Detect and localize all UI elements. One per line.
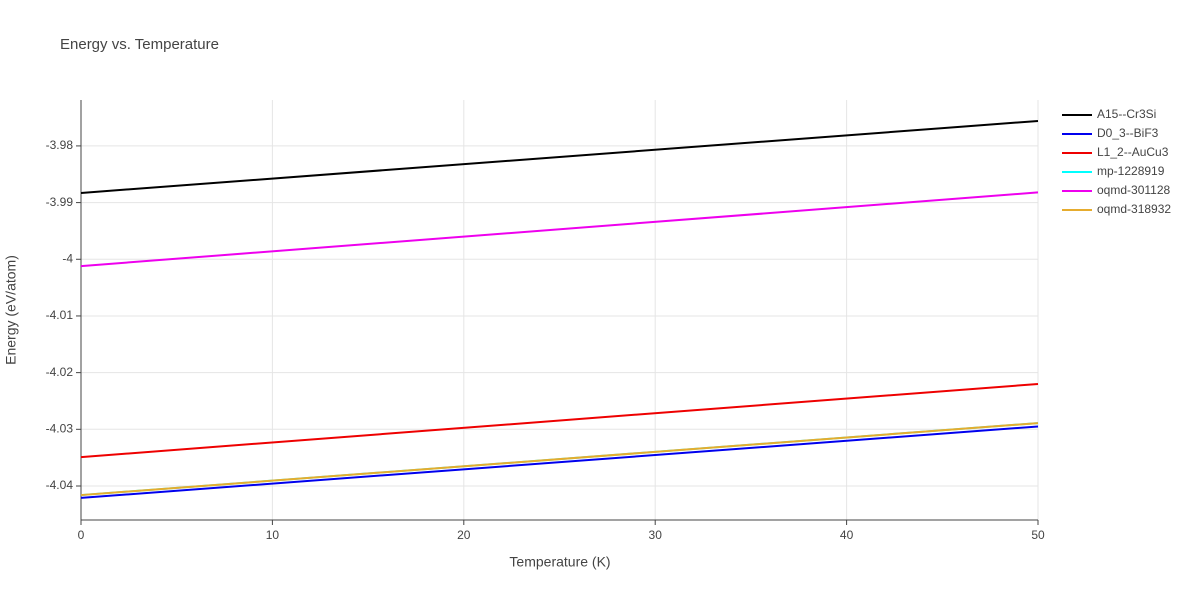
x-tick-label: 30: [649, 528, 663, 542]
series-line: [80, 119, 1039, 194]
series-line: [80, 425, 1039, 499]
x-tick-label: 40: [840, 528, 854, 542]
y-tick-label: -3.98: [46, 138, 74, 152]
x-tick-label: 0: [78, 528, 85, 542]
legend-label: oqmd-301128: [1097, 183, 1170, 197]
y-tick-label: -4.04: [46, 478, 74, 492]
x-tick-label: 20: [457, 528, 471, 542]
y-tick-label: -4.01: [46, 308, 74, 322]
legend-label: mp-1228919: [1097, 164, 1165, 178]
x-tick-label: 50: [1031, 528, 1045, 542]
y-tick-label: -3.99: [46, 195, 74, 209]
legend-label: A15--Cr3Si: [1097, 107, 1156, 121]
x-axis-title: Temperature (K): [509, 554, 610, 570]
y-axis-title: Energy (eV/atom): [3, 255, 19, 365]
legend-label: oqmd-318932: [1097, 202, 1171, 216]
series-line: [80, 191, 1039, 268]
y-tick-label: -4.02: [46, 365, 74, 379]
series-line: [80, 422, 1039, 497]
legend-label: D0_3--BiF3: [1097, 126, 1159, 140]
legend-label: L1_2--AuCu3: [1097, 145, 1169, 159]
y-tick-label: -4: [62, 251, 73, 265]
y-tick-label: -4.03: [46, 421, 74, 435]
series-line: [80, 382, 1039, 459]
x-tick-label: 10: [266, 528, 280, 542]
chart-title: Energy vs. Temperature: [60, 36, 219, 53]
